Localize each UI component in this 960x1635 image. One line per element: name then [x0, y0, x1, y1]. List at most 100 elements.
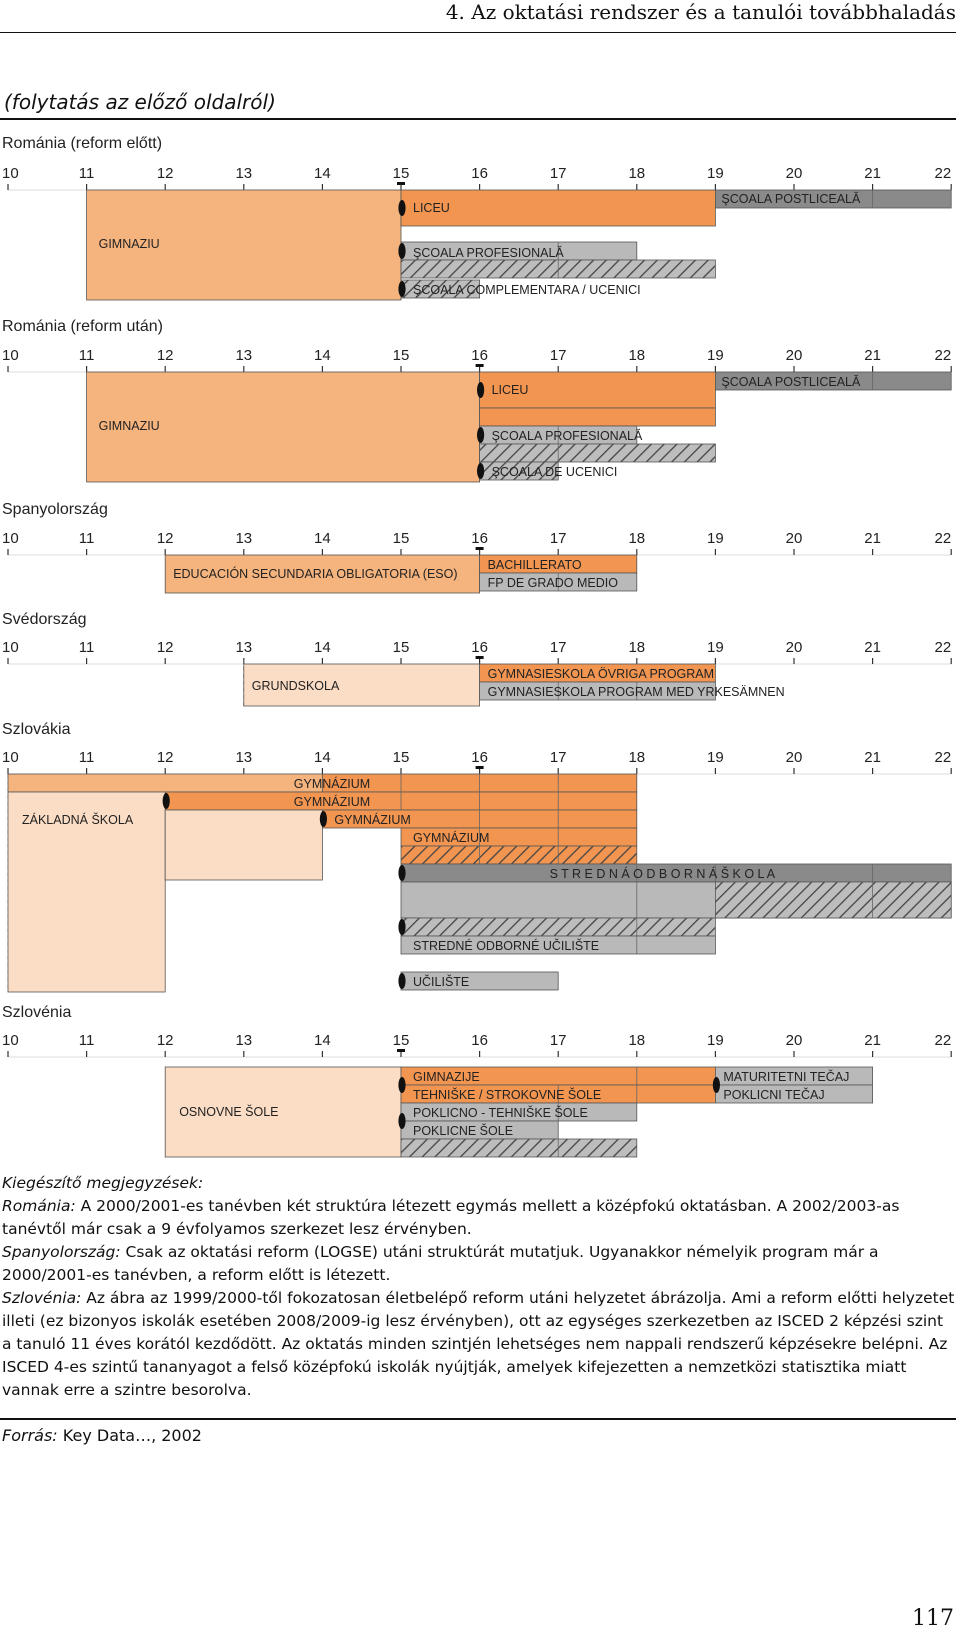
note-spain-text: Csak az oktatási reform (LOGSE) utáni st…	[2, 1243, 879, 1284]
age-label-19: 19	[707, 347, 724, 364]
additional-notes: Kiegészítő megjegyzések: Románia: A 2000…	[2, 1172, 957, 1402]
label-postliceala-2: ŞCOALA POSTLICEALĂ	[721, 374, 861, 389]
section-title-1: Románia (reform után)	[2, 318, 163, 335]
entry-marker	[398, 243, 406, 259]
label-gimnaziu: GIMNAZIU	[99, 237, 160, 251]
eso-block	[164, 554, 480, 594]
label-gymnazium-3: GYMNÁZIUM	[334, 812, 410, 827]
label-gimnaziu-2: GIMNAZIU	[99, 419, 160, 433]
entry-marker	[712, 1077, 721, 1093]
section-title-5: Szlovénia	[2, 1004, 71, 1021]
header-rule	[0, 32, 956, 33]
age-label-10: 10	[2, 639, 19, 656]
age-label-22: 22	[935, 1032, 952, 1049]
age-label-19: 19	[707, 530, 724, 547]
age-label-10: 10	[2, 347, 19, 364]
continued-rule	[0, 118, 956, 120]
label-fp-medio: FP DE GRADO MEDIO	[488, 576, 619, 590]
age-label-13: 13	[235, 165, 252, 182]
age-label-21: 21	[864, 347, 881, 364]
postliceala-block-2	[715, 371, 952, 391]
age-label-17: 17	[550, 530, 567, 547]
age-label-13: 13	[235, 749, 252, 766]
entry-marker	[477, 463, 485, 479]
age-label-17: 17	[550, 749, 567, 766]
gymnazium-hatch	[400, 845, 638, 865]
age-label-10: 10	[2, 530, 19, 547]
label-poklicne-sole: POKLICNE ŠOLE	[413, 1123, 513, 1138]
age-label-22: 22	[935, 347, 952, 364]
label-maturitetni: MATURITETNI TEČAJ	[723, 1069, 849, 1084]
note-slovenia-label: Szlovénia:	[2, 1289, 82, 1307]
entry-marker	[398, 200, 406, 216]
age-label-12: 12	[157, 749, 174, 766]
label-tehniske: TEHNIŠKE / STROKOVNE ŠOLE	[413, 1087, 601, 1102]
label-osnovne-sole: OSNOVNE ŠOLE	[179, 1104, 278, 1119]
label-yrke: GYMNASIESKOLA PROGRAM MED YRKESÄMNEN	[488, 685, 785, 699]
label-gimnazije: GIMNAZIJE	[413, 1070, 480, 1084]
age-label-16: 16	[471, 639, 488, 656]
reform-boundary-mark	[475, 364, 484, 367]
source-line: Forrás: Key Data…, 2002	[2, 1426, 202, 1445]
label-gymnazium-4: GYMNÁZIUM	[413, 830, 489, 845]
age-label-20: 20	[786, 530, 803, 547]
label-zakladna-skola: ZÁKLADNÁ ŠKOLA	[22, 812, 134, 827]
age-label-20: 20	[786, 749, 803, 766]
age-label-16: 16	[471, 347, 488, 364]
age-label-19: 19	[707, 639, 724, 656]
age-label-12: 12	[157, 1032, 174, 1049]
label-eso: EDUCACIÓN SECUNDARIA OBLIGATORIA (ESO)	[173, 566, 457, 581]
liceu-block-2	[479, 371, 716, 409]
ucilste-hatch	[400, 917, 716, 937]
label-liceu-2: LICEU	[492, 383, 529, 397]
poklicni-tecaj-block	[715, 1084, 874, 1104]
entry-marker	[398, 919, 406, 935]
age-label-22: 22	[935, 749, 952, 766]
note-spain-label: Spanyolország:	[2, 1243, 121, 1261]
zakladna-inner	[164, 809, 323, 881]
age-label-15: 15	[393, 165, 410, 182]
section-title-0: Románia (reform előtt)	[2, 135, 162, 152]
gimnaziu-block	[86, 189, 402, 301]
reform-boundary-mark	[397, 1049, 405, 1052]
page-number: 117	[912, 1606, 954, 1631]
age-label-13: 13	[235, 347, 252, 364]
stredna-hatch	[715, 881, 952, 919]
age-label-14: 14	[314, 639, 331, 656]
entry-marker	[398, 281, 406, 297]
entry-marker	[398, 865, 406, 881]
zakladna-top	[7, 773, 323, 793]
notes-heading: Kiegészítő megjegyzések:	[2, 1174, 204, 1192]
section-title-3: Svédország	[2, 611, 87, 628]
age-label-21: 21	[864, 639, 881, 656]
gimnaziu-block-2	[86, 371, 480, 483]
age-label-18: 18	[628, 530, 645, 547]
label-profesionala: ŞCOALA PROFESIONALĂ	[413, 245, 564, 260]
age-label-15: 15	[393, 347, 410, 364]
age-label-21: 21	[864, 749, 881, 766]
age-label-16: 16	[471, 1032, 488, 1049]
age-label-20: 20	[786, 639, 803, 656]
zakladna-skola-block	[7, 791, 166, 993]
age-label-16: 16	[471, 749, 488, 766]
entry-marker	[162, 793, 170, 809]
age-label-20: 20	[786, 1032, 803, 1049]
reform-boundary-mark	[397, 182, 405, 185]
age-label-18: 18	[628, 639, 645, 656]
entry-marker	[477, 427, 485, 443]
continued-label: (folytatás az előző oldalról)	[4, 90, 276, 114]
grundskola-block	[243, 663, 481, 707]
entry-marker	[477, 382, 485, 398]
age-label-12: 12	[157, 347, 174, 364]
label-poklicni-tecaj: POKLICNI TEČAJ	[723, 1087, 824, 1102]
age-label-22: 22	[935, 530, 952, 547]
age-label-22: 22	[935, 639, 952, 656]
age-label-18: 18	[628, 749, 645, 766]
postliceala-block	[715, 189, 952, 209]
osnovne-sole-block	[164, 1066, 402, 1158]
label-complementara: ŞCOALA COMPLEMENTARA / UCENICI	[413, 283, 641, 297]
age-label-19: 19	[707, 749, 724, 766]
age-label-22: 22	[935, 165, 952, 182]
age-label-12: 12	[157, 165, 174, 182]
age-label-14: 14	[314, 749, 331, 766]
